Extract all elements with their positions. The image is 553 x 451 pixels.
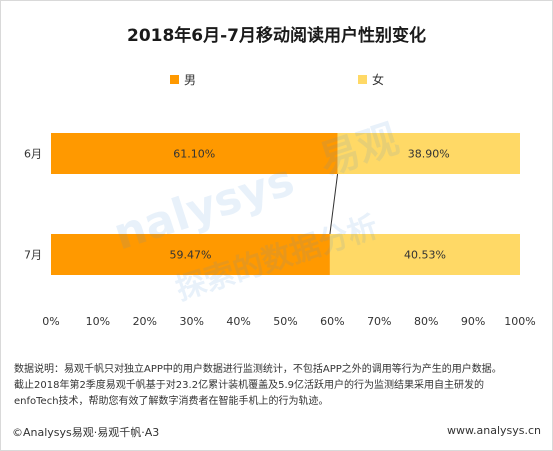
bar-1-series-1	[51, 133, 338, 174]
footer-copyright: ©Analysys易观·易观千帆·A3	[12, 426, 160, 439]
x-tick-label-8: 70%	[367, 315, 391, 328]
chart-title: 2018年6月-7月移动阅读用户性别变化	[126, 26, 427, 46]
x-tick-label-2: 10%	[86, 315, 110, 328]
bar-label-1-series-2: 38.90%	[408, 148, 450, 161]
data-note-line-3: enfoTech技术，帮助您有效了解数字消费者在智能手机上的行为轨迹。	[14, 396, 329, 407]
category-label-2: 7月	[24, 249, 42, 262]
bar-label-2-series-1: 59.47%	[169, 249, 211, 262]
bar-2-series-1	[51, 234, 330, 275]
category-label-1: 6月	[24, 148, 42, 161]
x-tick-label-11: 100%	[504, 315, 535, 328]
data-note: 数据说明：易观千帆只对独立APP中的用户数据进行监测统计，不包括APP之外的调用…	[14, 362, 544, 410]
stacked-bar-chart: 男 女 61.10% 38.90% 6月 59.47% 40.53% 7月 0% 10% 20% 30…	[24, 72, 536, 328]
x-tick-label-6: 50%	[273, 315, 297, 328]
x-tick-label-3: 20%	[133, 315, 157, 328]
legend-swatch-1	[170, 75, 179, 84]
legend-label-2: 女	[372, 72, 384, 87]
bar-1-series-2	[337, 133, 520, 174]
legend-label-1: 男	[184, 73, 196, 87]
x-tick-label-9: 80%	[414, 315, 438, 328]
legend-swatch-2	[358, 75, 367, 84]
x-tick-label-5: 40%	[226, 315, 250, 328]
bar-2-series-2	[329, 234, 520, 275]
data-note-line-1: 数据说明：易观千帆只对独立APP中的用户数据进行监测统计，不包括APP之外的调用…	[14, 364, 502, 375]
footer-website: www.analysys.cn	[447, 424, 541, 437]
x-tick-label-4: 30%	[179, 315, 203, 328]
x-tick-label-10: 90%	[461, 315, 485, 328]
data-note-line-2: 截止2018年第2季度易观千帆基于对23.2亿累计装机覆盖及5.9亿活跃用户的行…	[14, 380, 484, 391]
x-tick-label-1: 0%	[42, 315, 59, 328]
connector-line	[329, 173, 339, 235]
bar-label-1-series-1: 61.10%	[173, 148, 215, 161]
x-tick-label-7: 60%	[320, 315, 344, 328]
bar-label-2-series-2: 40.53%	[404, 249, 446, 262]
